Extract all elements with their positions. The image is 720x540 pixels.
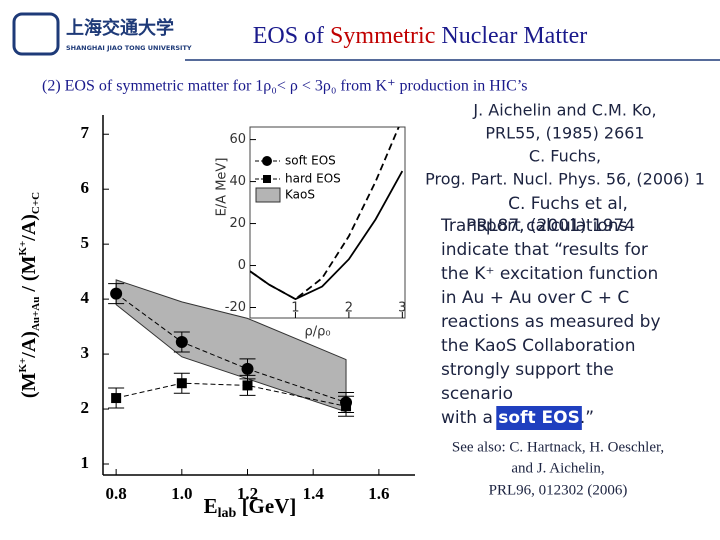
y-label-part: K+ — [17, 241, 29, 256]
logo-emblem — [12, 12, 60, 56]
x-label-part: E — [204, 494, 218, 518]
x-tick-label: 1.0 — [171, 484, 192, 503]
body-line: in Au + Au over C + C — [441, 288, 629, 308]
y-tick-label: 4 — [81, 288, 90, 307]
point — [175, 335, 188, 348]
highlight-box — [496, 406, 582, 430]
soft-eos-highlight: soft EOS — [498, 408, 580, 428]
body-line: reactions as measured by — [441, 312, 661, 332]
see-also-line: and J. Aichelin, — [511, 460, 604, 476]
y-axis-label: (MK+/A)Au+Au / (MK+/A)C+C — [17, 192, 42, 398]
slide-title: EOS of Symmetric Nuclear Matter — [253, 23, 588, 49]
x-label-part: lab — [218, 506, 237, 521]
body-line: strongly support the — [441, 360, 614, 380]
y-tick-label: -20 — [225, 300, 246, 315]
plot-layer — [250, 127, 404, 301]
y-label-part: /A) — [18, 214, 40, 242]
x-tick-label: 1.6 — [368, 484, 389, 503]
y-label-part: C+C — [30, 192, 42, 214]
ref-line: PRL55, (1985) 2661 — [485, 124, 644, 143]
point — [111, 393, 122, 404]
title-part: Symmetric — [330, 23, 435, 49]
chart: 1 2 3 -20 0 20 40 60 ρ/ρ₀ E/A MeV] — [215, 126, 406, 340]
x-axis-label: Elab [GeV] — [204, 494, 297, 521]
x-tick-label: 1 — [291, 301, 299, 316]
plot-area — [249, 126, 406, 319]
legend: soft EOS hard EOS KaoS — [255, 154, 341, 203]
transport-text: Transport calculations — [440, 216, 627, 236]
y-tick-label: 3 — [81, 343, 90, 362]
logo-en: SHANGHAI JIAO TONG UNIVERSITY — [66, 44, 192, 52]
legend-label: KaoS — [285, 188, 315, 202]
y-tick-label: 0 — [238, 258, 246, 273]
body-text: indicate that “results for the K⁺ excitat… — [441, 240, 661, 404]
ref-line: C. Fuchs, — [529, 147, 601, 166]
body-part: .” — [580, 408, 594, 428]
see-also-line: See also: C. Hartnack, H. Oeschler, — [452, 439, 664, 455]
y-label-part: Au+Au — [30, 297, 42, 331]
point — [241, 362, 254, 375]
y-tick-label: 6 — [81, 178, 90, 197]
x-tick-label: 3 — [398, 301, 406, 316]
legend-marker — [263, 175, 271, 183]
point — [110, 287, 123, 300]
point — [242, 380, 253, 391]
point — [341, 401, 352, 412]
body-last: with a soft EOS.” — [441, 408, 594, 428]
y-label-part: /A) — [18, 331, 40, 359]
x-axis-label: ρ/ρ₀ — [304, 325, 330, 340]
y-tick-label: 40 — [229, 174, 246, 189]
series-line — [116, 382, 347, 407]
legend-swatch — [255, 187, 281, 203]
legend-label: hard EOS — [285, 172, 341, 186]
x-tick-label: 1.4 — [303, 484, 325, 503]
series-line — [115, 293, 347, 403]
y-tick-label: 20 — [229, 216, 246, 231]
subtitle: (2) EOS of symmetric matter for 1ρ₀< ρ <… — [42, 78, 528, 95]
x-label-part: [GeV] — [236, 494, 296, 518]
fuchs-ref: C. Fuchs et al, — [508, 194, 628, 214]
x-tick-label: 1.2 — [237, 484, 258, 503]
y-label-part: K+ — [17, 358, 29, 373]
y-axis-label: E/A MeV] — [215, 158, 230, 217]
y-tick-label: 5 — [81, 233, 90, 252]
legend-marker — [262, 156, 272, 166]
y-tick-label: 2 — [81, 398, 90, 417]
y-tick-label: 60 — [229, 132, 246, 147]
refs-top: J. Aichelin and C.M. Ko, PRL55, (1985) 2… — [425, 101, 705, 189]
series-line — [250, 170, 404, 301]
body-line: scenario — [441, 384, 513, 404]
logo-cn: 上海交通大学 — [66, 17, 174, 38]
x-tick-label: 0.8 — [106, 484, 127, 503]
x-tick-label: 2 — [345, 301, 353, 316]
title-part: Nuclear Matter — [435, 23, 587, 49]
body-line: the K⁺ excitation function — [441, 264, 658, 284]
body-part: with a — [441, 408, 498, 428]
body-line: the KaoS Collaboration — [441, 336, 635, 356]
y-label-part: (M — [18, 372, 40, 398]
point — [176, 378, 187, 389]
y-tick-label: 1 — [81, 453, 90, 472]
prl87-text: PRL87, (2001) 1974 — [466, 216, 635, 236]
ref-line: Prog. Part. Nucl. Phys. 56, (2006) 1 — [425, 170, 705, 189]
legend-label: soft EOS — [285, 154, 336, 168]
y-label-part: / (M — [18, 255, 40, 296]
title-part: EOS of — [253, 23, 330, 49]
ref-line: J. Aichelin and C.M. Ko, — [472, 101, 656, 120]
body-line: indicate that “results for — [441, 240, 648, 260]
see-also: See also: C. Hartnack, H. Oeschler, and … — [452, 439, 664, 498]
see-also-line: PRL96, 012302 (2006) — [489, 482, 628, 498]
y-tick-label: 7 — [81, 123, 90, 142]
